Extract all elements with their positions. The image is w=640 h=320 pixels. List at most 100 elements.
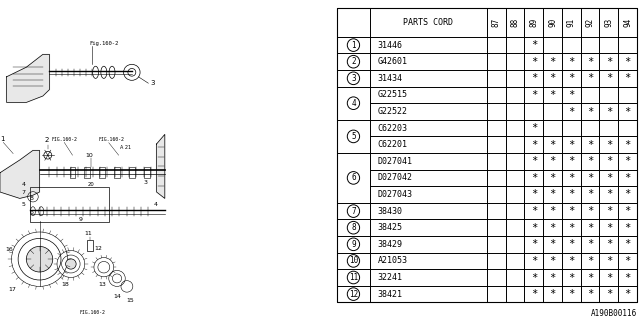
Bar [487,136,506,153]
Text: *: * [587,57,593,67]
Text: *: * [605,57,612,67]
Bar [370,236,487,252]
Bar [562,286,580,302]
Text: 11: 11 [349,273,358,282]
Bar [543,286,562,302]
Text: *: * [605,173,612,183]
Bar [84,167,90,178]
Text: *: * [605,189,612,199]
Text: *: * [568,173,575,183]
Text: *: * [587,239,593,249]
Text: *: * [531,256,537,266]
Bar [524,269,543,286]
Bar [506,269,524,286]
Bar [524,87,543,103]
Bar [506,136,524,153]
Bar [114,167,120,178]
Bar [600,70,618,87]
Bar [487,252,506,269]
Bar [600,153,618,170]
Bar [524,37,543,53]
Bar [370,269,487,286]
Text: *: * [587,73,593,83]
Bar [580,170,600,186]
Bar [543,70,562,87]
Bar [543,120,562,136]
Bar [370,37,487,53]
Bar [580,220,600,236]
Bar [370,53,487,70]
Bar [580,103,600,120]
Bar [618,220,637,236]
Text: 1: 1 [351,41,356,50]
Text: 20: 20 [87,181,94,187]
Text: 17: 17 [8,287,16,292]
Bar [144,167,150,178]
Text: 93: 93 [604,18,613,27]
Text: *: * [531,123,537,133]
Bar [29,187,109,222]
Text: 38421: 38421 [378,290,403,299]
Bar [543,236,562,252]
Bar [580,8,600,37]
Bar [487,120,506,136]
Bar [337,70,370,87]
Text: *: * [625,156,630,166]
Bar [524,70,543,87]
Bar [562,186,580,203]
Bar [506,103,524,120]
Text: 31446: 31446 [378,41,403,50]
Bar [618,120,637,136]
Text: 3: 3 [351,74,356,83]
Text: *: * [531,173,537,183]
Text: *: * [605,156,612,166]
Bar [618,153,637,170]
Bar [600,236,618,252]
Text: 7: 7 [351,207,356,216]
Text: FIG.160-2: FIG.160-2 [99,137,125,142]
Text: *: * [549,223,556,233]
Bar [580,70,600,87]
Text: 92: 92 [586,18,595,27]
Text: FIG.160-2: FIG.160-2 [51,137,77,142]
Bar [543,136,562,153]
Text: *: * [625,273,630,283]
Bar [506,220,524,236]
Bar [524,120,543,136]
Text: 9: 9 [79,217,83,222]
Bar [562,70,580,87]
Text: *: * [568,57,575,67]
Text: *: * [549,173,556,183]
Text: 7: 7 [21,189,26,195]
Bar [524,252,543,269]
Bar [580,236,600,252]
Text: 16: 16 [5,247,13,252]
Text: *: * [625,289,630,299]
Bar [543,153,562,170]
Text: *: * [568,256,575,266]
Text: *: * [587,289,593,299]
Text: D027042: D027042 [378,173,413,182]
Bar [580,53,600,70]
Text: 89: 89 [529,18,538,27]
Bar [506,252,524,269]
Bar [543,186,562,203]
Bar [487,203,506,220]
Circle shape [26,246,52,272]
Text: *: * [568,206,575,216]
Text: *: * [587,156,593,166]
Text: A21053: A21053 [378,256,408,265]
Text: *: * [625,57,630,67]
Text: 12: 12 [349,290,358,299]
Bar [580,269,600,286]
Bar [370,153,487,170]
Text: *: * [549,156,556,166]
Bar [562,37,580,53]
Bar [506,53,524,70]
Text: 87: 87 [492,18,501,27]
Bar [580,186,600,203]
Polygon shape [6,54,49,102]
Text: *: * [531,40,537,50]
Bar [618,236,637,252]
Bar [370,186,487,203]
